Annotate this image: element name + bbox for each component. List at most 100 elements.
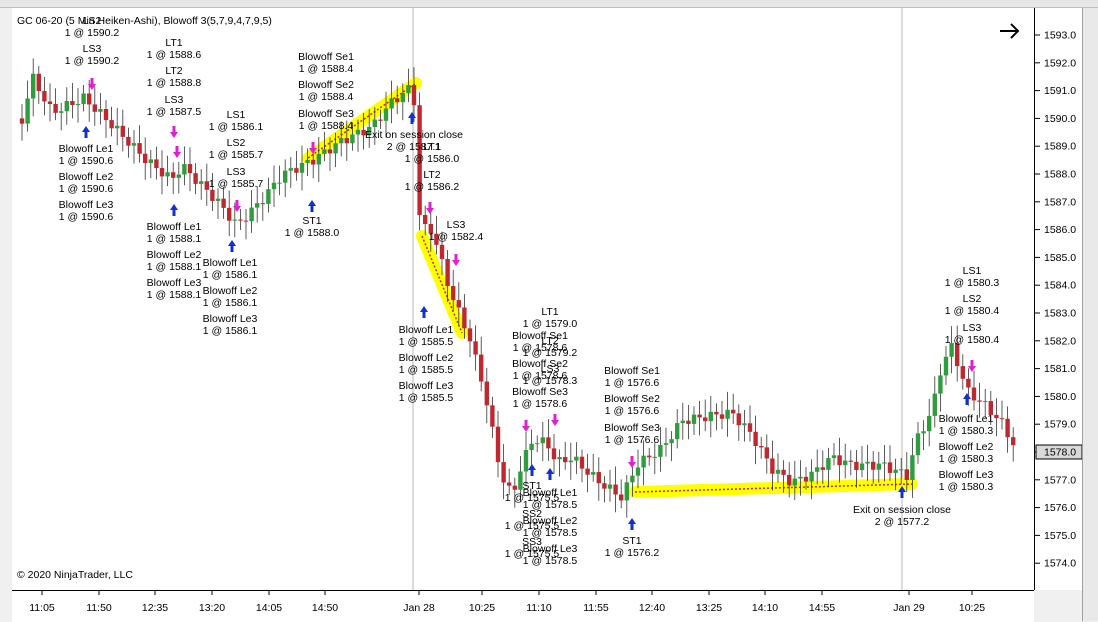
candle-body: [288, 168, 293, 171]
time-tick-label: 14:50: [312, 602, 338, 614]
trade-label-line: Blowoff Le1: [523, 487, 578, 499]
price-tick-label: 1581.0: [1044, 363, 1076, 375]
candle-body: [551, 448, 557, 460]
candle-body: [473, 341, 478, 355]
candle-body: [927, 415, 932, 432]
arrow-right-icon[interactable]: [1000, 23, 1020, 39]
trade-label-line: LT2: [541, 335, 558, 347]
candle-body: [378, 119, 383, 121]
short-entry-arrow: [233, 200, 241, 212]
time-tick-label: 14:55: [809, 602, 835, 614]
trade-label-line: LS3: [541, 363, 560, 375]
candle-body: [770, 458, 775, 474]
time-axis[interactable]: 11:05 11:50 12:35 13:20 14:05 14:50 Jan 28 10:2…: [12, 590, 1034, 622]
price-tick-label: 1583.0: [1044, 308, 1076, 320]
candle-body: [255, 203, 260, 208]
trade-label-line: 1 @ 1580.3: [939, 425, 994, 437]
candle-body: [619, 494, 624, 501]
candle-body: [215, 198, 221, 201]
trade-label-line: Blowoff Le1: [203, 257, 258, 269]
candle-body: [708, 411, 713, 422]
candle-body: [434, 233, 439, 245]
candle-body: [204, 181, 209, 190]
candle-body: [333, 143, 338, 154]
candle-body: [260, 203, 265, 205]
trade-label-line: 1 @ 1580.4: [945, 334, 1000, 346]
trade-label-line: Blowoff Se1: [298, 51, 354, 63]
time-tick-label: 13:25: [696, 602, 722, 614]
trade-label-line: 1 @ 1575.5: [505, 548, 560, 560]
candle-body: [182, 164, 187, 175]
candle-body: [871, 461, 876, 470]
long-entry-arrow: [228, 240, 236, 252]
trade-label-line: SS3: [522, 536, 542, 548]
candle-body: [187, 164, 193, 174]
candle-body: [243, 220, 249, 222]
trade-label-line: 1 @ 1580.3: [945, 277, 1000, 289]
candle-body: [445, 258, 450, 287]
price-tick-label: 1591.0: [1044, 85, 1076, 97]
candle-body: [949, 343, 954, 357]
candle-body: [747, 423, 753, 432]
long-entry-arrow: [308, 200, 316, 212]
candle-body: [943, 356, 949, 376]
candle-body: [512, 485, 517, 490]
candle-body: [714, 411, 719, 415]
candle-body: [977, 400, 982, 402]
price-tick-label: 1577.0: [1044, 474, 1076, 486]
scroll-strip[interactable]: [1082, 8, 1098, 621]
candle-body: [675, 423, 680, 440]
candle-body: [316, 154, 321, 165]
candle-body: [820, 467, 825, 470]
trade-label-line: Blowoff Se1: [512, 330, 568, 342]
time-tick-label: 11:10: [526, 602, 552, 614]
short-entry-arrow: [522, 420, 530, 432]
price-axis[interactable]: 1593.0 1592.0 1591.0 1590.0 1589.0 1588.0 1587…: [1034, 8, 1083, 590]
candle-body: [53, 103, 58, 113]
candle-body: [557, 456, 562, 460]
candle-body: [859, 463, 865, 471]
candle-body: [64, 101, 69, 112]
candle-body: [691, 414, 697, 424]
trade-label-line: LS3: [165, 94, 184, 106]
candle-body: [815, 467, 820, 472]
candle-body: [803, 476, 809, 482]
candle-body: [355, 129, 361, 135]
candle-body: [322, 149, 327, 155]
candle-body: [479, 354, 484, 382]
trade-label-line: Blowoff Se3: [604, 422, 660, 434]
time-tick-label: 14:10: [752, 602, 778, 614]
candle-body: [70, 101, 75, 106]
short-entry-arrow: [968, 360, 976, 372]
candle-body: [199, 181, 204, 184]
trade-label-line: 1 @ 1588.4: [299, 91, 354, 103]
candle-body: [848, 460, 853, 462]
trade-label-line: 1 @ 1586.1: [203, 297, 258, 309]
candle-body: [87, 93, 92, 105]
trade-label-line: 1 @ 1588.0: [285, 227, 340, 239]
price-tick-label: 1589.0: [1044, 141, 1076, 153]
candle-body: [893, 469, 898, 473]
chart-toolbar[interactable]: [0, 0, 1098, 8]
candle-body: [865, 461, 870, 464]
trade-label-line: 1 @ 1588.4: [299, 120, 354, 132]
trade-label-line: 1 @ 1578.5: [523, 555, 578, 567]
candle-body: [126, 136, 131, 146]
candle-body: [154, 159, 159, 169]
candle-body: [221, 198, 226, 208]
price-tick-label: 1575.0: [1044, 530, 1076, 542]
trade-label-line: 1 @ 1588.1: [147, 233, 202, 245]
trade-label-line: Blowoff Se2: [512, 358, 568, 370]
trade-label-line: Blowoff Le2: [203, 285, 258, 297]
